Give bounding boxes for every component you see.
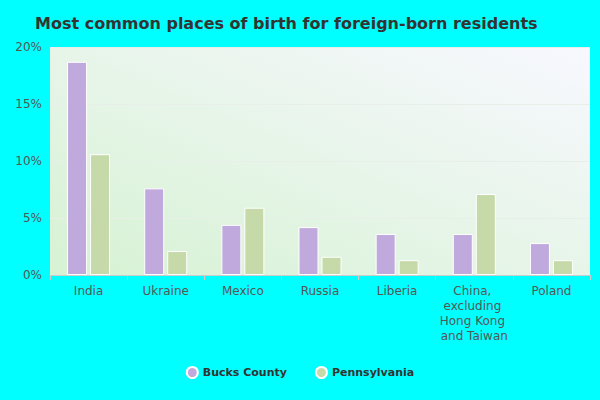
svg-text:Most common places of birth fo: Most common places of birth for foreign-… xyxy=(35,14,538,33)
svg-text:Mexico: Mexico xyxy=(222,284,264,298)
svg-text:Poland: Poland xyxy=(531,284,571,298)
svg-text:15%: 15% xyxy=(15,97,42,111)
svg-text:Pennsylvania: Pennsylvania xyxy=(332,366,414,379)
svg-text:India: India xyxy=(74,284,103,298)
svg-text:20%: 20% xyxy=(15,40,42,54)
svg-text:10%: 10% xyxy=(15,154,42,168)
svg-text:China,: China, xyxy=(453,284,495,298)
svg-text:and Taiwan: and Taiwan xyxy=(441,329,508,343)
svg-text:5%: 5% xyxy=(23,211,42,225)
svg-text:Hong Kong: Hong Kong xyxy=(440,314,509,328)
svg-text:excluding: excluding xyxy=(443,299,505,313)
svg-text:Russia: Russia xyxy=(301,284,340,298)
svg-text:0%: 0% xyxy=(23,268,42,282)
svg-text:Bucks County: Bucks County xyxy=(203,366,287,379)
svg-text:Liberia: Liberia xyxy=(377,284,418,298)
svg-text:Ukraine: Ukraine xyxy=(143,284,189,298)
